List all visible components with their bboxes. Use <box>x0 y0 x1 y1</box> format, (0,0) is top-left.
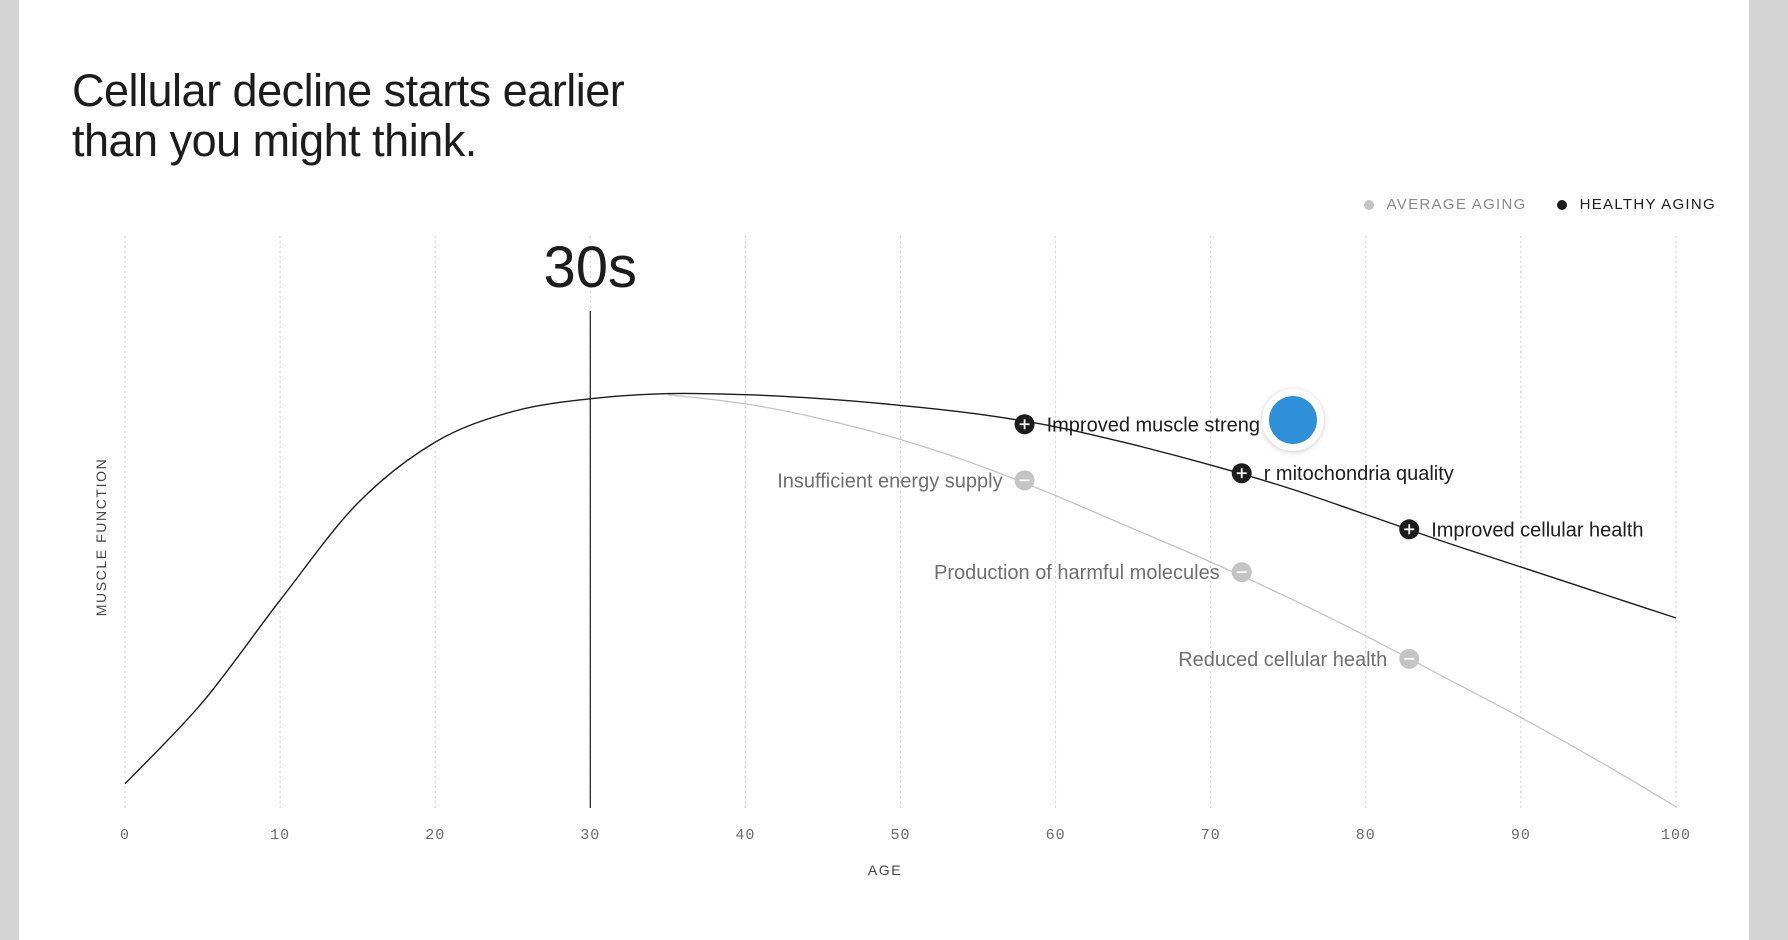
drag-handle[interactable] <box>1262 389 1324 451</box>
x-axis-label: AGE <box>868 862 902 878</box>
decline-label: Reduced cellular health <box>1178 649 1387 671</box>
headline-line-2: than you might think. <box>72 115 477 166</box>
x-tick-label: 0 <box>120 827 130 844</box>
x-tick-label: 40 <box>735 827 755 844</box>
decline-label: Production of harmful molecules <box>934 562 1220 584</box>
decline-marker[interactable]: Production of harmful molecules <box>934 562 1252 584</box>
series-line-average-aging <box>667 394 1677 808</box>
event-markers[interactable]: Improved muscle streng r mitochondria qua… <box>777 414 1644 671</box>
x-tick-label: 60 <box>1046 827 1066 844</box>
benefit-label: Improved cellular health <box>1431 519 1643 541</box>
drag-handle-knob[interactable] <box>1269 396 1317 444</box>
benefit-marker[interactable]: Improved muscle streng <box>1014 414 1260 436</box>
decline-marker[interactable]: Insufficient energy supply <box>777 470 1035 492</box>
highlight-label: 30s <box>544 235 638 300</box>
decline-marker[interactable]: Reduced cellular health <box>1178 648 1420 671</box>
y-axis-label: MUSCLE FUNCTION <box>93 458 109 617</box>
x-tick-label: 50 <box>890 827 910 844</box>
x-tick-label: 10 <box>270 827 290 844</box>
benefit-label: Improved muscle streng <box>1047 414 1260 436</box>
legend-label-healthy: HEALTHY AGING <box>1579 196 1716 213</box>
x-axis-ticks: 0 10 20 30 40 50 60 70 80 90 100 <box>120 827 1691 844</box>
series-line-healthy-aging <box>124 392 1677 785</box>
benefit-marker[interactable]: r mitochondria quality <box>1231 463 1454 485</box>
benefit-marker[interactable]: Improved cellular health <box>1399 519 1644 541</box>
chart-card <box>19 0 1749 940</box>
x-tick-label: 90 <box>1511 827 1531 844</box>
headline-line-1: Cellular decline starts earlier <box>72 65 625 116</box>
legend-item-average-aging[interactable]: AVERAGE AGING <box>1363 196 1527 213</box>
x-tick-label: 70 <box>1201 827 1221 844</box>
legend-item-healthy-aging[interactable]: HEALTHY AGING <box>1556 196 1716 213</box>
x-tick-label: 80 <box>1356 827 1376 844</box>
chart-legend: AVERAGE AGING HEALTHY AGING <box>1363 196 1716 213</box>
headline: Cellular decline starts earlier than you… <box>72 65 625 166</box>
x-tick-label: 100 <box>1661 827 1691 844</box>
benefit-label: r mitochondria quality <box>1264 463 1454 485</box>
legend-label-average: AVERAGE AGING <box>1386 196 1527 213</box>
x-tick-label: 30 <box>580 827 600 844</box>
legend-dot-icon <box>1556 199 1567 210</box>
legend-dot-icon <box>1363 199 1374 210</box>
age-highlight: 30s <box>544 235 638 808</box>
decline-label: Insufficient energy supply <box>777 470 1002 492</box>
series-lines <box>124 392 1677 808</box>
x-tick-label: 20 <box>425 827 445 844</box>
